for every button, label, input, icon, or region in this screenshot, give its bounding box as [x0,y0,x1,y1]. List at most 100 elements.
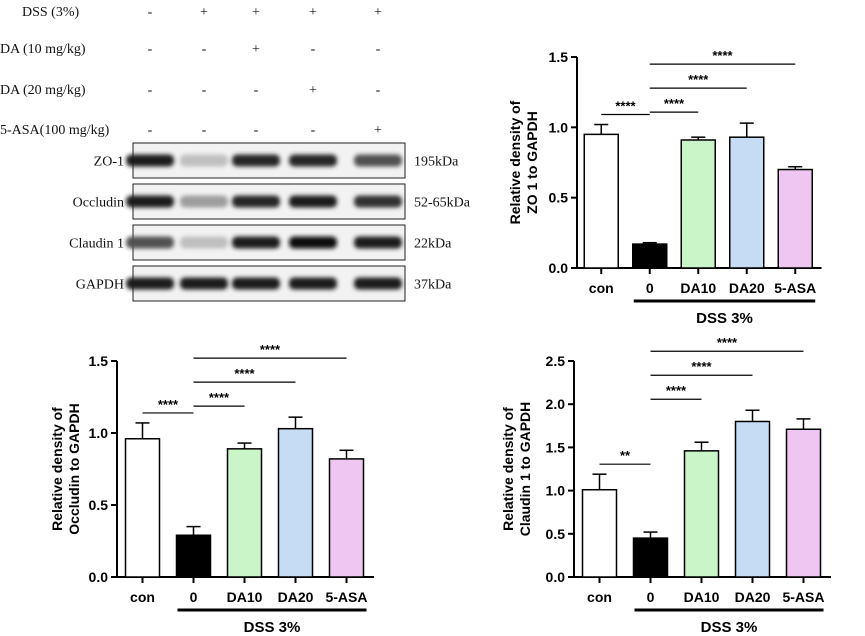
significance-label: **** [234,366,255,381]
y-tick-label: 2.5 [546,353,566,369]
condition-label: 5-ASA(100 mg/kg) [0,123,110,138]
significance-label: **** [664,96,685,111]
condition-mark: + [252,42,260,57]
blot-band [126,154,174,167]
western-blot-panel: DSS (3%) - + + + + DA (10 mg/kg) - - + - - DA (20 mg… [0,5,471,302]
y-tick-label: 1.5 [89,353,109,369]
y-tick-label: 1.5 [549,49,569,65]
x-tick-label: DA20 [729,280,765,296]
bar [328,458,365,578]
protein-size: 37kDa [414,278,452,293]
y-tick-label: 0.5 [89,497,109,513]
protein-size: 52-65kDa [414,196,471,211]
y-tick-label: 1.5 [546,439,566,455]
blot-band [354,236,402,249]
condition-mark: - [254,123,259,138]
x-tick-label: 5-ASA [325,589,367,605]
blot-band [232,195,280,208]
x-tick-label: con [589,280,614,296]
y-axis-label: Occludin to GAPDH [66,403,82,534]
blot-band [354,195,402,208]
blot-band [232,154,280,167]
significance-label: **** [688,72,709,87]
protein-size: 195kDa [414,155,459,170]
significance-label: **** [666,383,687,398]
group-label: DSS 3% [701,619,758,636]
x-tick-label: con [587,589,612,605]
condition-mark: - [311,123,316,138]
y-axis-label: ZO 1 to GAPDH [524,111,540,214]
y-axis-label: Relative density of [507,100,523,224]
bar [777,168,813,269]
condition-mark: + [374,5,382,20]
significance-label: **** [260,342,281,357]
bar [683,450,720,578]
condition-label: DSS (3%) [22,5,80,20]
x-tick-label: 0 [190,589,198,605]
y-axis-label: Relative density of [500,407,516,531]
bar [175,534,212,578]
significance-label: ** [620,448,631,463]
protein-name: GAPDH [76,278,124,293]
y-tick-label: 1.0 [89,425,109,441]
blot-band [180,154,228,167]
condition-mark: - [311,42,316,57]
x-tick-label: DA10 [680,280,716,296]
bar [785,428,822,578]
bar [581,488,618,578]
x-tick-label: 0 [646,280,654,296]
y-tick-label: 0.0 [546,569,566,585]
y-tick-label: 2.0 [546,396,566,412]
claudin1-density-chart: 0.0 0.5 1.0 1.5 2.0 2.5 Relative density of Cla… [500,335,831,636]
condition-mark: + [374,123,382,138]
x-tick-label: DA10 [227,589,263,605]
condition-label: DA (20 mg/kg) [0,83,86,98]
bar [632,537,669,578]
blot-band [354,154,402,167]
blot-band [180,195,228,208]
blot-band [126,195,174,208]
condition-mark: - [376,83,381,98]
bar [583,133,619,269]
condition-mark: - [202,42,207,57]
y-tick-label: 1.0 [549,119,569,135]
blot-band [126,277,174,290]
y-tick-label: 0.5 [546,526,566,542]
condition-mark: - [148,83,153,98]
blot-band [126,236,174,249]
blot-band [232,277,280,290]
y-axis-label: Claudin 1 to GAPDH [517,402,533,537]
condition-mark: + [252,5,260,20]
protein-name: ZO-1 [94,155,124,170]
bar [680,139,716,269]
zo1-density-chart: 0.0 0.5 1.0 1.5 Relative density of ZO 1 to G… [507,48,822,327]
condition-mark: - [202,123,207,138]
significance-label: **** [712,48,733,63]
x-tick-label: DA20 [278,589,314,605]
condition-mark: + [200,5,208,20]
occludin-density-chart: 0.0 0.5 1.0 1.5 Relative density of Occludin … [49,342,374,636]
condition-label: DA (10 mg/kg) [0,42,86,57]
blot-band [289,195,337,208]
blot-band [289,277,337,290]
y-tick-label: 0.0 [549,260,569,276]
x-tick-label: DA20 [735,589,771,605]
condition-mark: - [148,123,153,138]
condition-mark: + [309,5,317,20]
y-tick-label: 0.5 [549,190,569,206]
condition-mark: - [148,42,153,57]
blot-band [232,236,280,249]
y-tick-label: 0.0 [89,569,109,585]
y-tick-label: 1.0 [546,483,566,499]
blot-band [180,236,228,249]
significance-label: **** [615,99,636,114]
bar [734,420,771,578]
condition-mark: - [202,83,207,98]
x-tick-label: 0 [647,589,655,605]
bar [226,448,263,578]
significance-label: **** [691,359,712,374]
significance-label: **** [158,397,179,412]
blot-band [289,154,337,167]
x-tick-label: 5-ASA [782,589,824,605]
